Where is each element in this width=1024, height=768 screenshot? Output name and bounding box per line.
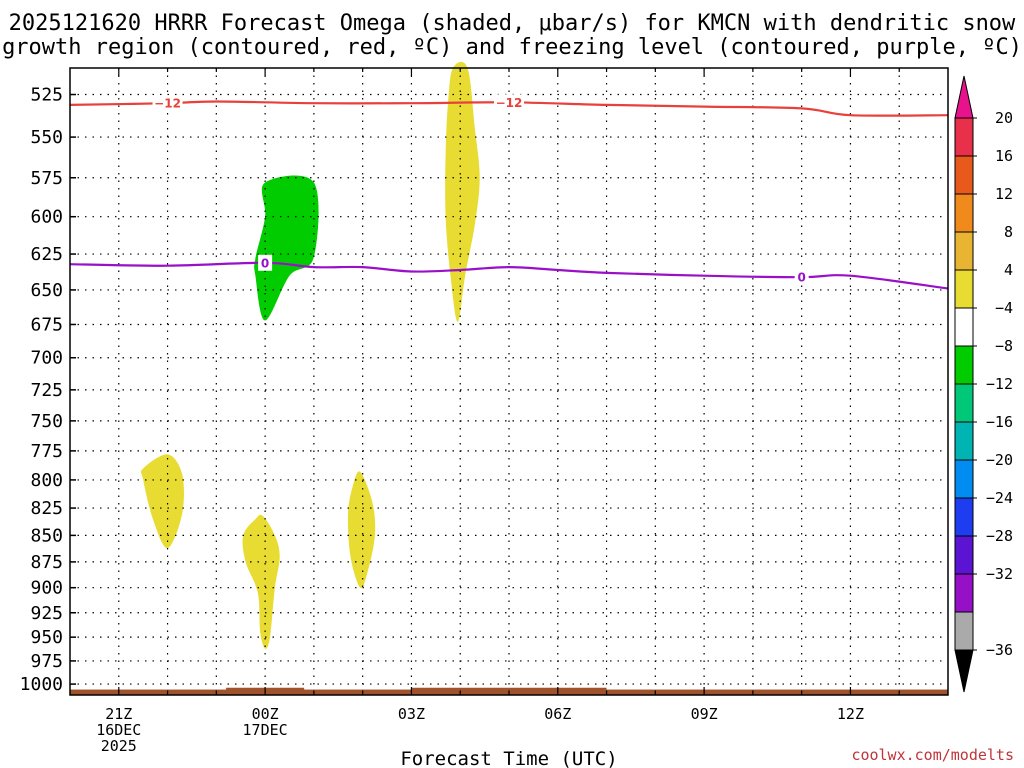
colorbar-label-11: −24 — [986, 489, 1013, 507]
contour-label-bg-2-2 — [794, 269, 809, 286]
x-tick-label-5-line-1: 09Z — [691, 705, 718, 723]
y-tick-label-725: 725 — [30, 380, 63, 401]
x-tick-label-4-line-1: 06Z — [544, 705, 571, 723]
omega-region-2 — [445, 61, 480, 322]
colorbar-label-5: 4 — [1004, 261, 1013, 279]
colorbar-swatch-14 — [954, 611, 974, 651]
colorbar-label-2: 16 — [995, 147, 1013, 165]
colorbar-swatch-12 — [954, 535, 974, 575]
omega-region-4 — [242, 514, 280, 649]
colorbar-label-7: −8 — [995, 337, 1013, 355]
omega-region-3 — [140, 454, 184, 549]
x-tick-label-6-line-1: 12Z — [837, 705, 864, 723]
y-tick-label-975: 975 — [30, 651, 63, 672]
contour-label-bg-1-2 — [494, 94, 524, 111]
colorbar-label-8: −12 — [986, 375, 1013, 393]
omega-region-5 — [347, 471, 376, 589]
colorbar-top-arrow — [954, 75, 974, 119]
colorbar-swatch-9 — [954, 421, 974, 461]
colorbar-swatch-3 — [954, 193, 974, 233]
colorbar-label-10: −20 — [986, 451, 1013, 469]
x-tick-label-1-line-1: 21Z — [105, 705, 132, 723]
omega-region-1 — [254, 175, 319, 321]
y-tick-label-575: 575 — [30, 168, 63, 189]
colorbar-swatch-13 — [954, 573, 974, 613]
y-tick-label-550: 550 — [30, 127, 63, 148]
contour-label-bg-2-1 — [258, 254, 273, 271]
contour-label-bg-1-1 — [152, 95, 183, 112]
y-tick-label-775: 775 — [30, 441, 63, 462]
y-tick-label-925: 925 — [30, 603, 63, 624]
y-tick-label-675: 675 — [30, 314, 63, 335]
colorbar-swatch-10 — [954, 459, 974, 499]
colorbar-label-3: 12 — [995, 185, 1013, 203]
colorbar-label-14: −36 — [986, 641, 1013, 659]
colorbar-swatch-1 — [954, 117, 974, 157]
contour-label-1-2: −12 — [496, 96, 523, 110]
y-tick-label-525: 525 — [30, 85, 63, 106]
colorbar-swatch-8 — [954, 383, 974, 423]
colorbar-swatch-7 — [954, 345, 974, 385]
colorbar-label-6: −4 — [995, 299, 1013, 317]
contour-label-2-1: 0 — [261, 256, 269, 270]
colorbar-label-9: −16 — [986, 413, 1013, 431]
colorbar-label-1: 20 — [995, 109, 1013, 127]
credit-text: coolwx.com/modelts — [851, 746, 1014, 764]
chart-title-line-1: 2025121620 HRRR Forecast Omega (shaded, … — [9, 11, 1016, 36]
x-tick-label-3-line-1: 03Z — [398, 705, 425, 723]
colorbar-swatch-11 — [954, 497, 974, 537]
colorbar-swatch-2 — [954, 155, 974, 195]
colorbar-swatch-5 — [954, 269, 974, 309]
colorbar-label-4: 8 — [1004, 223, 1013, 241]
contour-label-1-1: −12 — [154, 97, 181, 111]
colorbar-label-12: −28 — [986, 527, 1013, 545]
y-tick-label-625: 625 — [30, 244, 63, 265]
y-tick-label-875: 875 — [30, 552, 63, 573]
y-tick-label-900: 900 — [30, 578, 63, 599]
y-tick-label-700: 700 — [30, 348, 63, 369]
terrain-bump-2 — [411, 687, 607, 691]
y-tick-label-825: 825 — [30, 498, 63, 519]
x-axis-label: Forecast Time (UTC) — [400, 748, 617, 768]
y-tick-label-800: 800 — [30, 470, 63, 491]
x-tick-label-1-line-3: 2025 — [101, 737, 137, 755]
colorbar-bottom-arrow — [954, 649, 974, 693]
y-tick-label-650: 650 — [30, 280, 63, 301]
colorbar-swatch-6 — [954, 307, 974, 347]
x-tick-label-2-line-2: 17DEC — [243, 721, 288, 739]
y-tick-label-600: 600 — [30, 207, 63, 228]
contour-line-2 — [69, 261, 949, 290]
chart-title-line-2: growth region (contoured, red, ºC) and f… — [2, 35, 1022, 60]
colorbar-label-13: −32 — [986, 565, 1013, 583]
y-tick-label-750: 750 — [30, 411, 63, 432]
x-tick-label-1-line-2: 16DEC — [96, 721, 141, 739]
x-tick-label-2-line-1: 00Z — [252, 705, 279, 723]
contour-label-2-2: 0 — [797, 271, 805, 285]
y-tick-label-950: 950 — [30, 627, 63, 648]
y-tick-label-1000: 1000 — [20, 674, 63, 695]
colorbar-swatch-4 — [954, 231, 974, 271]
y-tick-label-850: 850 — [30, 525, 63, 546]
